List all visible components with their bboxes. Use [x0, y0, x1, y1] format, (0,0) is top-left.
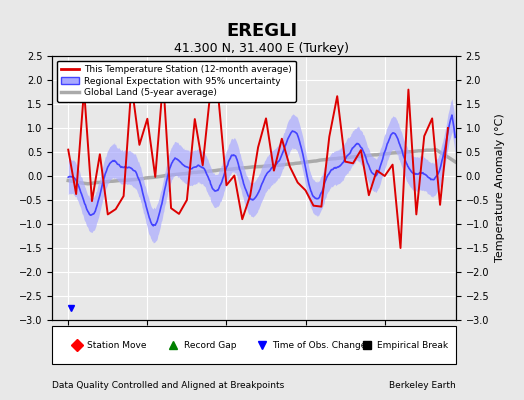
Text: Berkeley Earth: Berkeley Earth [389, 381, 456, 390]
FancyBboxPatch shape [52, 326, 456, 364]
Legend: This Temperature Station (12-month average), Regional Expectation with 95% uncer: This Temperature Station (12-month avera… [57, 60, 296, 102]
Text: EREGLI: EREGLI [226, 22, 298, 40]
Text: Empirical Break: Empirical Break [377, 340, 449, 350]
Text: Station Move: Station Move [86, 340, 146, 350]
Text: Time of Obs. Change: Time of Obs. Change [272, 340, 367, 350]
Y-axis label: Temperature Anomaly (°C): Temperature Anomaly (°C) [495, 114, 505, 262]
Text: Record Gap: Record Gap [183, 340, 236, 350]
Text: Data Quality Controlled and Aligned at Breakpoints: Data Quality Controlled and Aligned at B… [52, 381, 285, 390]
Text: 41.300 N, 31.400 E (Turkey): 41.300 N, 31.400 E (Turkey) [174, 42, 350, 55]
